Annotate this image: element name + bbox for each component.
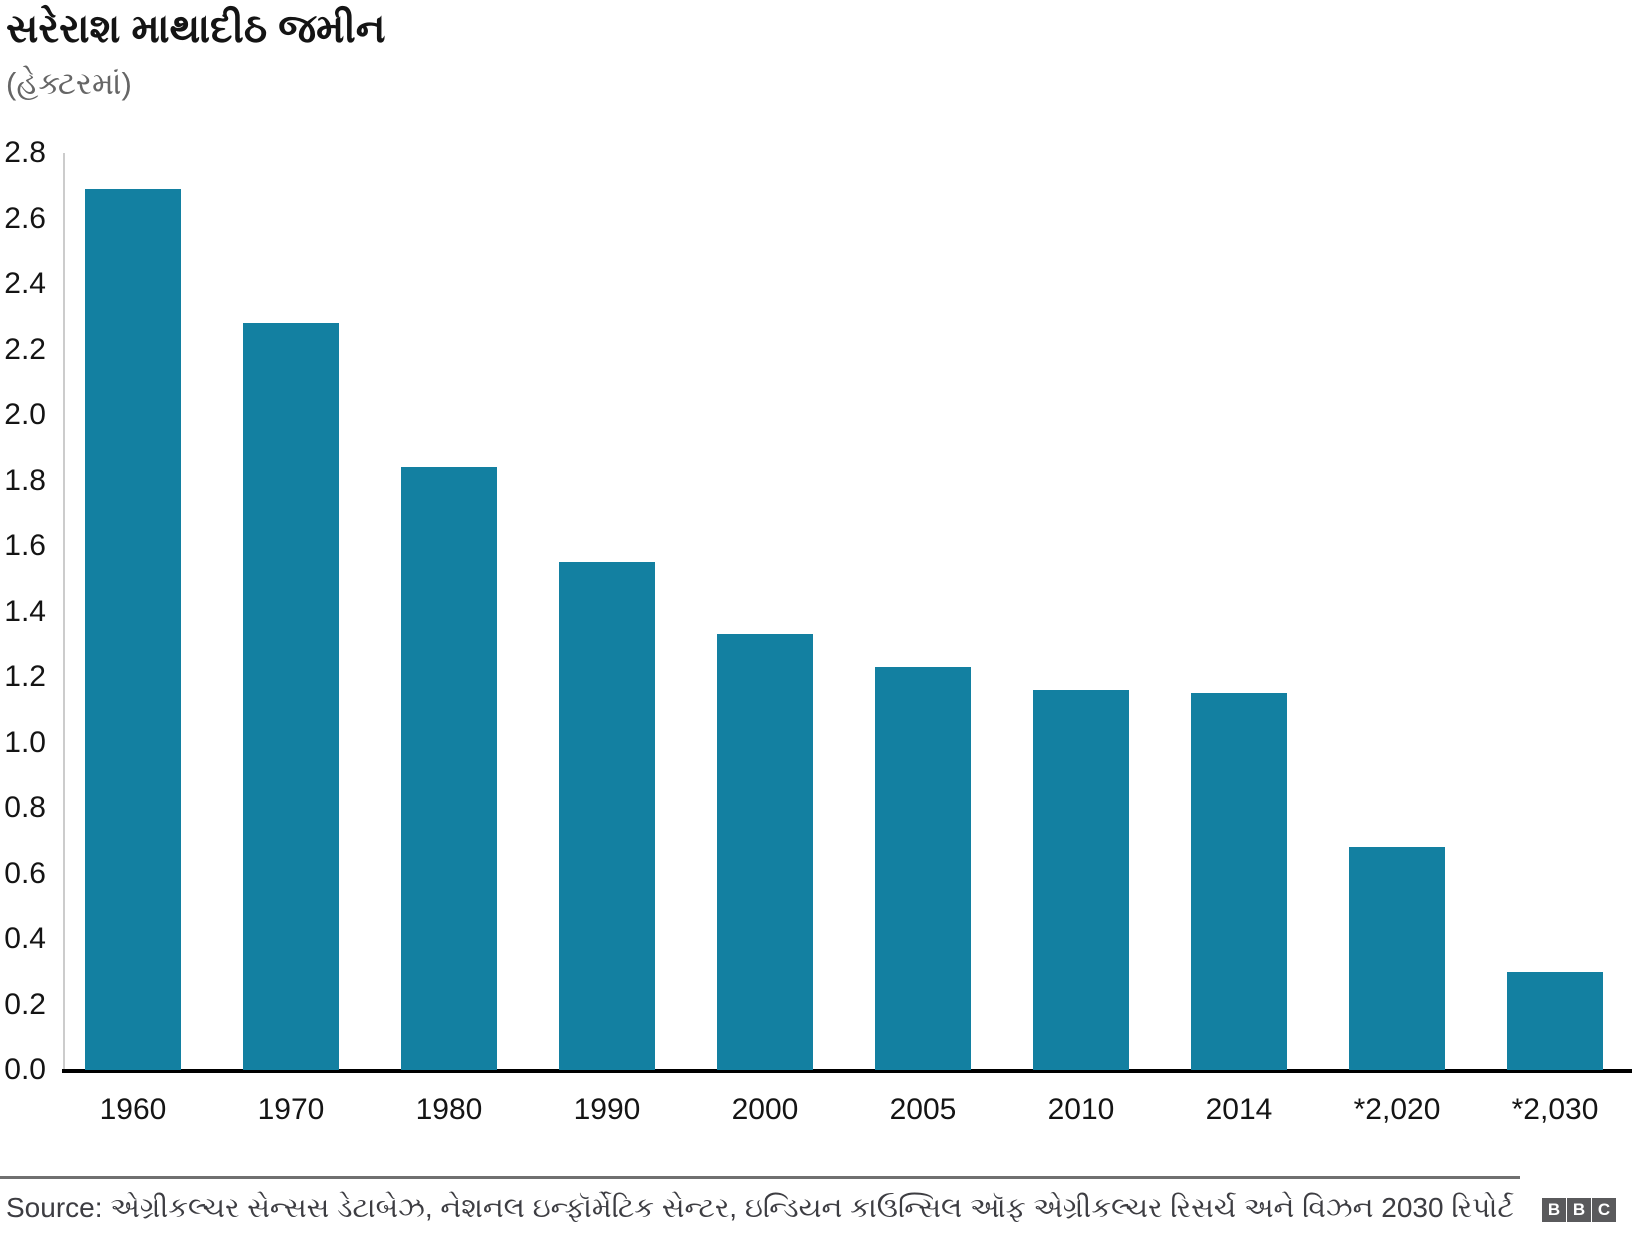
bar-2010 [1033,690,1129,1070]
bar-2014 [1191,693,1287,1070]
y-axis-tick-label: 1.4 [4,594,46,628]
y-axis-tick-label: 0.6 [4,856,46,890]
source-text: Source: એગ્રીકલ્ચર સેન્સસ ડેટાબેઝ, નેશનલ… [6,1192,1514,1223]
x-axis-tick-label: 2005 [889,1093,957,1126]
x-axis-tick-label: *2,020 [1353,1093,1441,1126]
bar-1990 [559,562,655,1070]
x-axis-tick-label: 1970 [257,1093,325,1126]
bar-*2,020 [1349,847,1445,1070]
bbc-logo: B B C [1542,1198,1616,1222]
bbc-logo-letter: B [1542,1198,1566,1222]
bar-1960 [85,189,181,1070]
y-axis-tick-label: 1.2 [4,660,46,693]
x-axis-tick-label: 2014 [1205,1093,1273,1126]
x-axis-tick-label: 1990 [573,1093,641,1126]
y-axis-tick-label: 1.0 [4,725,46,759]
chart-title: સરેરાશ માથાદીઠ જમીન [6,7,386,51]
y-axis-tick-label: 0.2 [4,987,46,1021]
y-axis-tick-label: 0.4 [4,922,46,955]
y-axis-tick-label: 1.8 [4,463,46,497]
bbc-logo-letter: B [1567,1198,1591,1222]
x-axis-tick-label: 2000 [731,1093,799,1126]
x-axis-line [62,1069,1632,1073]
bar-2005 [875,667,971,1070]
footer-divider [0,1176,1520,1179]
x-axis-tick-label: 2010 [1047,1093,1115,1126]
bbc-logo-letter: C [1592,1198,1616,1222]
y-axis-tick-label: 2.8 [4,136,46,169]
bar-2000 [717,634,813,1070]
x-axis-tick-label: 1980 [415,1093,483,1126]
y-axis-tick-label: 2.0 [4,398,46,431]
y-axis-tick-label: 0.8 [4,791,46,824]
y-axis-tick-label: 1.6 [4,529,46,562]
y-axis-tick-label: 2.2 [4,332,46,366]
y-axis-tick-label: 2.4 [4,267,46,300]
x-axis-tick-label: 1960 [99,1093,167,1126]
bar-1980 [401,467,497,1070]
y-axis-tick-label: 0.0 [4,1053,46,1086]
bar-*2,030 [1507,971,1603,1070]
bar-1970 [243,323,339,1070]
y-axis-tick-label: 2.6 [4,201,46,235]
y-axis-line [63,153,65,1069]
x-axis-tick-label: *2,030 [1511,1093,1599,1126]
chart-subtitle: (હેક્ટરમાં) [6,66,132,101]
